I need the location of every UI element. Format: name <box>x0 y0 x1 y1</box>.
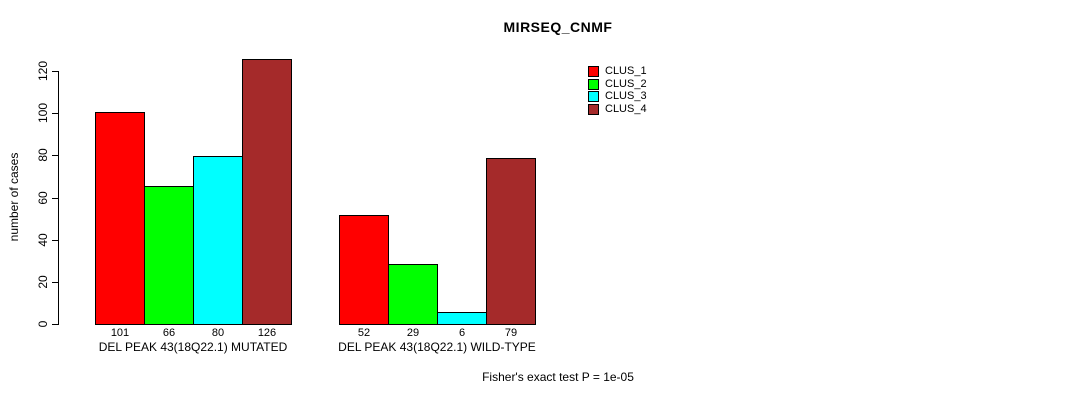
legend-item-clus1: CLUS_1 <box>588 65 647 78</box>
y-tick-0 <box>52 324 58 325</box>
bar-value-clus_2-wild-type: 29 <box>406 327 420 339</box>
legend-label-clus2: CLUS_2 <box>605 77 647 90</box>
legend-label-clus3: CLUS_3 <box>605 90 647 103</box>
bar-value-clus_4-wild-type: 79 <box>504 327 518 339</box>
legend-swatch-clus3-icon <box>588 91 599 103</box>
legend-swatch-clus4-icon <box>588 103 599 115</box>
bar-clus_1-mutated <box>95 112 145 325</box>
legend-swatch-clus1-icon <box>588 65 599 77</box>
legend-item-clus3: CLUS_3 <box>588 90 647 103</box>
y-tick-40 <box>52 240 58 241</box>
y-tick-20 <box>52 282 58 283</box>
bar-clus_4-wild-type <box>486 158 536 325</box>
legend-item-clus4: CLUS_4 <box>588 103 647 116</box>
y-tick-label-20: 20 <box>36 275 50 289</box>
bar-value-clus_3-mutated: 80 <box>211 327 225 339</box>
legend-label-clus1: CLUS_1 <box>605 64 647 77</box>
chart-title: MIRSEQ_CNMF <box>503 19 613 35</box>
y-tick-label-80: 80 <box>36 148 50 162</box>
bar-clus_3-mutated <box>193 156 243 325</box>
bar-clus_1-wild-type <box>339 215 389 325</box>
y-tick-label-0: 0 <box>36 320 50 328</box>
bar-clus_2-mutated <box>144 186 194 325</box>
y-tick-label-60: 60 <box>36 191 50 205</box>
bar-clus_4-mutated <box>242 59 292 325</box>
bar-value-clus_1-wild-type: 52 <box>357 327 371 339</box>
bar-value-clus_1-mutated: 101 <box>110 327 130 339</box>
y-axis-label: number of cases <box>7 152 21 242</box>
bar-value-clus_4-mutated: 126 <box>257 327 277 339</box>
y-tick-100 <box>52 113 58 114</box>
y-tick-60 <box>52 198 58 199</box>
y-tick-label-40: 40 <box>36 233 50 247</box>
fisher-test-annotation: Fisher's exact test P = 1e-05 <box>482 370 634 384</box>
legend: CLUS_1 CLUS_2 CLUS_3 CLUS_4 <box>588 65 647 116</box>
y-tick-80 <box>52 155 58 156</box>
bar-clus_3-wild-type <box>437 312 487 325</box>
y-tick-120 <box>52 71 58 72</box>
bar-value-clus_2-mutated: 66 <box>162 327 176 339</box>
legend-swatch-clus2-icon <box>588 78 599 90</box>
legend-label-clus4: CLUS_4 <box>605 102 647 115</box>
bar-clus_2-wild-type <box>388 264 438 325</box>
y-axis-line <box>58 71 59 325</box>
group-label-wild-type: DEL PEAK 43(18Q22.1) WILD-TYPE <box>338 340 536 354</box>
legend-item-clus2: CLUS_2 <box>588 78 647 91</box>
y-tick-label-100: 100 <box>36 102 50 124</box>
bar-value-clus_3-wild-type: 6 <box>458 327 466 339</box>
group-label-mutated: DEL PEAK 43(18Q22.1) MUTATED <box>98 340 288 354</box>
y-tick-label-120: 120 <box>36 60 50 82</box>
